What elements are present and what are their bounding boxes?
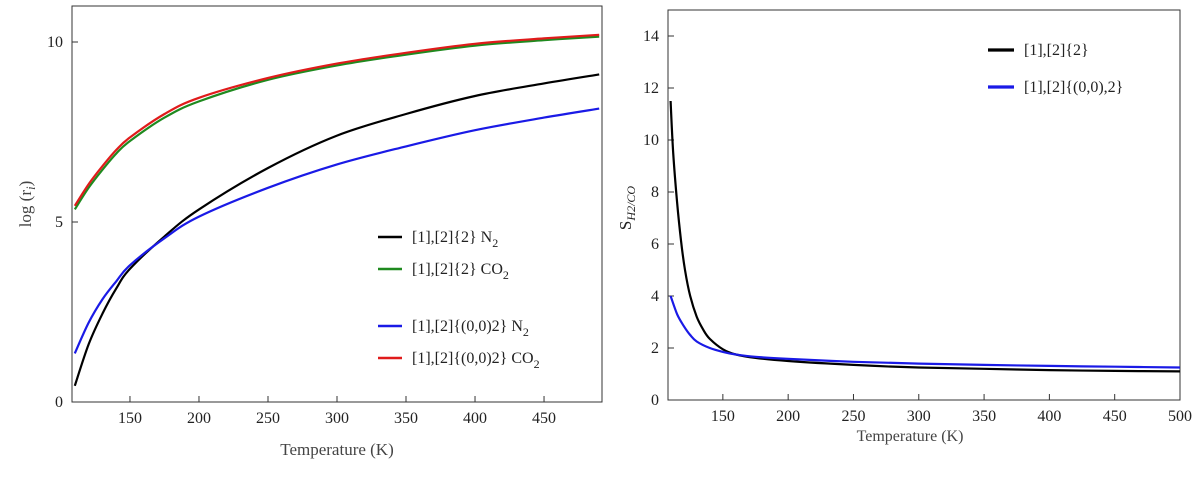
right-y-tick-label: 8 [651,184,659,201]
left-legend-label-sub: 2 [523,325,529,339]
left-legend-label-1: [1],[2]{2} CO2 [412,261,509,282]
left-legend-label-main: [1],[2]{(0,0)2} CO [412,350,534,367]
right-series-line-1 [669,295,1181,369]
right-y-axis-title-sub: H2/CO [624,186,638,222]
left-series-line-1 [73,35,600,210]
right-y-tick-label: 0 [651,392,659,409]
left-y-axis-title: log (ri) [16,181,38,228]
left-x-axis-title: Temperature (K) [280,440,394,459]
right-x-axis-title: Temperature (K) [857,428,964,445]
right-x-tick-label: 450 [1103,408,1127,425]
right-x-tick-label: 350 [972,408,996,425]
right-legend-label-main: [1],[2]{2} [1024,42,1089,59]
right-chart: 150 200 250 300 350 400 450 500 0 2 4 6 8 10 12 14 Temp… [616,9,1192,445]
left-chart-panel: 150 200 250 300 350 400 450 0 5 10 Temperature (K… [16,0,608,478]
right-y-axis-title-main: S [616,221,635,230]
left-y-axis-title-close: ) [16,181,35,187]
right-x-tick-label: 250 [841,408,865,425]
left-legend-label-0: [1],[2]{2} N2 [412,229,498,250]
right-chart-panel: 150 200 250 300 350 400 450 500 0 2 4 6 8 10 12 14 Temp… [610,0,1200,478]
left-legend-label-sub: 2 [503,268,509,282]
right-x-tick-label: 200 [776,408,800,425]
right-x-tick-label: 300 [907,408,931,425]
left-y-tick-label: 5 [55,214,63,231]
left-x-tick-label: 400 [463,410,487,427]
right-y-tick-label: 4 [651,288,659,305]
left-legend-label-main: [1],[2]{2} N [412,229,493,246]
left-x-tick-label: 250 [256,410,280,427]
right-y-axis-title: SH2/CO [616,186,638,230]
right-x-tick-label: 150 [711,408,735,425]
left-legend-label-sub: 2 [534,357,540,371]
left-legend-label-main: [1],[2]{(0,0)2} N [412,318,523,335]
right-legend: [1],[2]{2} [1],[2]{(0,0),2} [988,42,1123,96]
right-legend-label-1: [1],[2]{(0,0),2} [1024,79,1123,96]
left-legend: [1],[2]{2} N2[1],[2]{2} CO2[1],[2]{(0,0)… [378,229,540,371]
right-series-line-0 [669,100,1181,373]
right-y-tick-label: 2 [651,340,659,357]
left-series-line-0 [73,73,600,387]
right-y-tick-label: 12 [643,80,659,97]
left-y-tick-label: 0 [55,394,63,411]
right-plot-frame [667,9,1181,401]
right-y-tick-label: 6 [651,236,659,253]
left-legend-label-3: [1],[2]{(0,0)2} CO2 [412,350,540,371]
left-chart-background [40,0,608,478]
right-legend-label-main: [1],[2]{(0,0),2} [1024,79,1123,96]
left-axis-ticks: 150 200 250 300 350 400 450 0 5 10 [47,34,556,427]
right-axis-ticks: 150 200 250 300 350 400 450 500 0 2 4 6 8 10 12 14 [643,28,1192,425]
left-chart: 150 200 250 300 350 400 450 0 5 10 Temperature (K… [16,0,608,478]
left-x-tick-label: 450 [532,410,556,427]
right-y-tick-label: 10 [643,132,659,149]
left-x-tick-label: 150 [118,410,142,427]
left-x-tick-label: 350 [394,410,418,427]
right-legend-label-0: [1],[2]{2} [1024,42,1089,59]
right-series-lines [669,100,1181,373]
left-legend-label-main: [1],[2]{2} CO [412,261,503,278]
left-series-line-2 [73,107,600,354]
right-x-tick-label: 400 [1037,408,1061,425]
left-legend-label-2: [1],[2]{(0,0)2} N2 [412,318,529,339]
left-x-tick-label: 200 [187,410,211,427]
left-y-axis-title-main: log (r [16,190,35,228]
left-x-tick-label: 300 [325,410,349,427]
left-y-axis-title-sub: i [23,186,38,190]
left-legend-label-sub: 2 [492,236,498,250]
left-series-lines [73,33,600,387]
right-y-tick-label: 14 [643,28,659,45]
left-y-tick-label: 10 [47,34,63,51]
right-x-tick-label: 500 [1168,408,1192,425]
left-series-line-3 [73,33,600,207]
